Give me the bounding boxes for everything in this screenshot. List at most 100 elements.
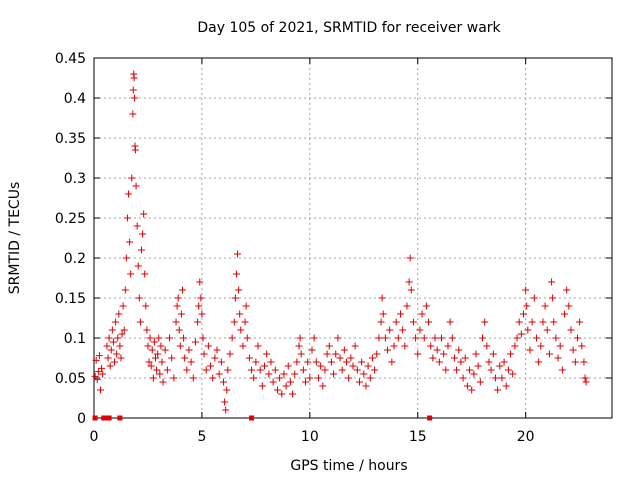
data-point [494, 386, 502, 394]
data-point [299, 366, 307, 374]
data-point [265, 370, 273, 378]
data-point [242, 302, 250, 310]
data-point [466, 366, 474, 374]
x-tick-label: 20 [517, 429, 535, 445]
data-point [353, 366, 361, 374]
data-point [336, 354, 344, 362]
data-point [517, 330, 525, 338]
data-point [496, 362, 504, 370]
data-point [256, 366, 264, 374]
data-point [330, 370, 338, 378]
data-point [234, 250, 242, 258]
x-tick-label: 0 [90, 429, 99, 445]
zero-data-point [427, 415, 433, 421]
data-point [263, 350, 271, 358]
data-point [93, 376, 101, 384]
y-tick-label: 0.3 [64, 171, 86, 187]
data-point [131, 94, 139, 102]
data-point [314, 374, 322, 382]
y-tick-label: 0.35 [55, 131, 86, 147]
data-point [429, 354, 437, 362]
data-point [202, 366, 210, 374]
data-point [145, 358, 153, 366]
data-point [267, 358, 275, 366]
data-point [127, 270, 135, 278]
data-point [133, 222, 141, 230]
data-point [302, 378, 310, 386]
data-point [338, 366, 346, 374]
data-point [310, 334, 318, 342]
data-point [295, 342, 303, 350]
data-point [118, 330, 126, 338]
data-point [126, 238, 134, 246]
data-point [384, 346, 392, 354]
data-point [150, 338, 158, 346]
data-point [121, 286, 129, 294]
data-point [351, 342, 359, 350]
data-point [209, 374, 217, 382]
data-point [399, 326, 407, 334]
data-point [444, 342, 452, 350]
y-tick-label: 0.2 [64, 251, 86, 267]
data-point [122, 254, 130, 262]
data-point [558, 366, 566, 374]
data-point [549, 294, 557, 302]
data-point [569, 346, 577, 354]
data-point [468, 386, 476, 394]
data-point [224, 366, 232, 374]
data-point [450, 354, 458, 362]
data-point [273, 386, 281, 394]
data-point [163, 366, 171, 374]
zero-data-point [92, 415, 98, 421]
data-point [199, 334, 207, 342]
data-point [261, 362, 269, 370]
data-point [537, 342, 545, 350]
data-point [200, 350, 208, 358]
data-point [92, 356, 100, 364]
data-point [412, 334, 420, 342]
data-point [139, 230, 147, 238]
data-point [297, 350, 305, 358]
data-point [152, 354, 160, 362]
data-point [197, 294, 205, 302]
data-point [230, 318, 238, 326]
data-point [156, 370, 164, 378]
data-point [175, 326, 183, 334]
data-point [148, 346, 156, 354]
data-point [425, 318, 433, 326]
data-point [457, 358, 465, 366]
data-point [111, 358, 119, 366]
data-point [448, 334, 456, 342]
data-point [392, 318, 400, 326]
data-point [168, 354, 176, 362]
data-point [483, 342, 491, 350]
data-point [153, 366, 161, 374]
data-point [114, 334, 122, 342]
data-point [427, 342, 435, 350]
data-point [401, 342, 409, 350]
data-point [304, 358, 312, 366]
data-point [140, 210, 148, 218]
y-tick-label: 0 [77, 411, 86, 427]
data-point [96, 386, 104, 394]
data-point [355, 378, 363, 386]
data-point [183, 366, 191, 374]
data-point [269, 378, 277, 386]
data-point [485, 358, 493, 366]
data-point [403, 302, 411, 310]
data-point [437, 334, 445, 342]
data-point [461, 354, 469, 362]
data-point [286, 378, 294, 386]
data-point [278, 390, 286, 398]
data-point [371, 366, 379, 374]
data-point [442, 366, 450, 374]
data-point [141, 270, 149, 278]
data-point [196, 278, 204, 286]
data-point [312, 358, 320, 366]
data-point [131, 146, 139, 154]
data-point [390, 342, 398, 350]
data-point [132, 182, 140, 190]
data-point [489, 350, 497, 358]
data-point [130, 74, 138, 82]
